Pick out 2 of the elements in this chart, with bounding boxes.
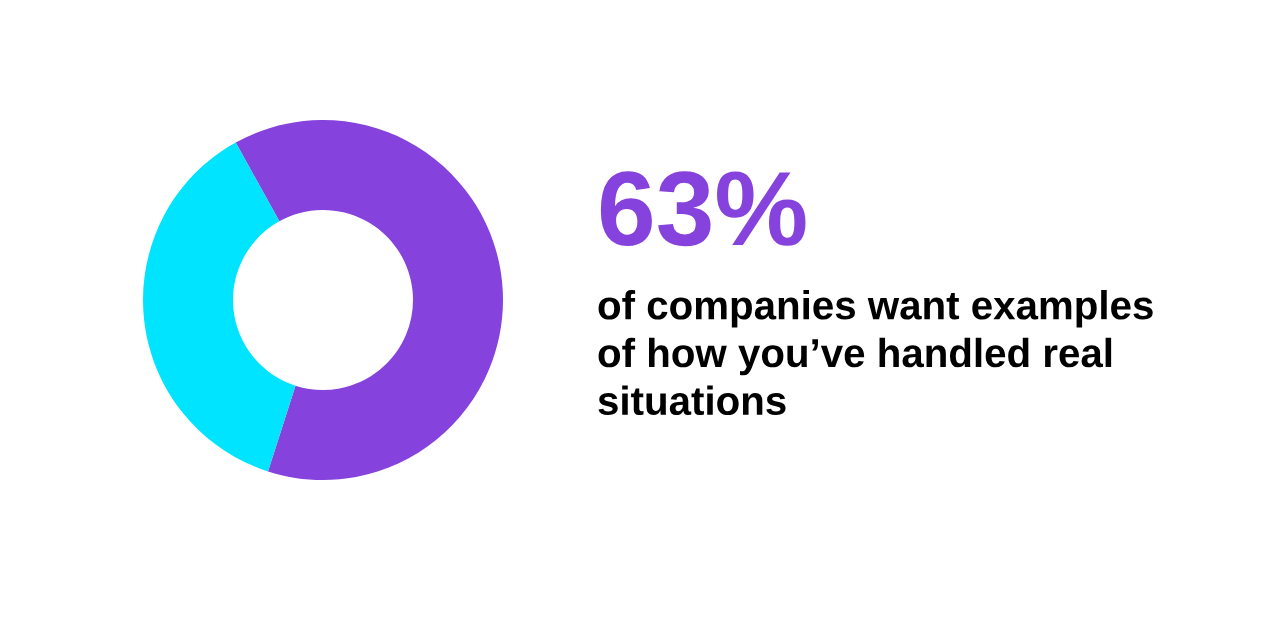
chart-title: 63% [600,171,806,247]
text: of companies want examples of how you’ve handled real situations [598,290,1153,416]
